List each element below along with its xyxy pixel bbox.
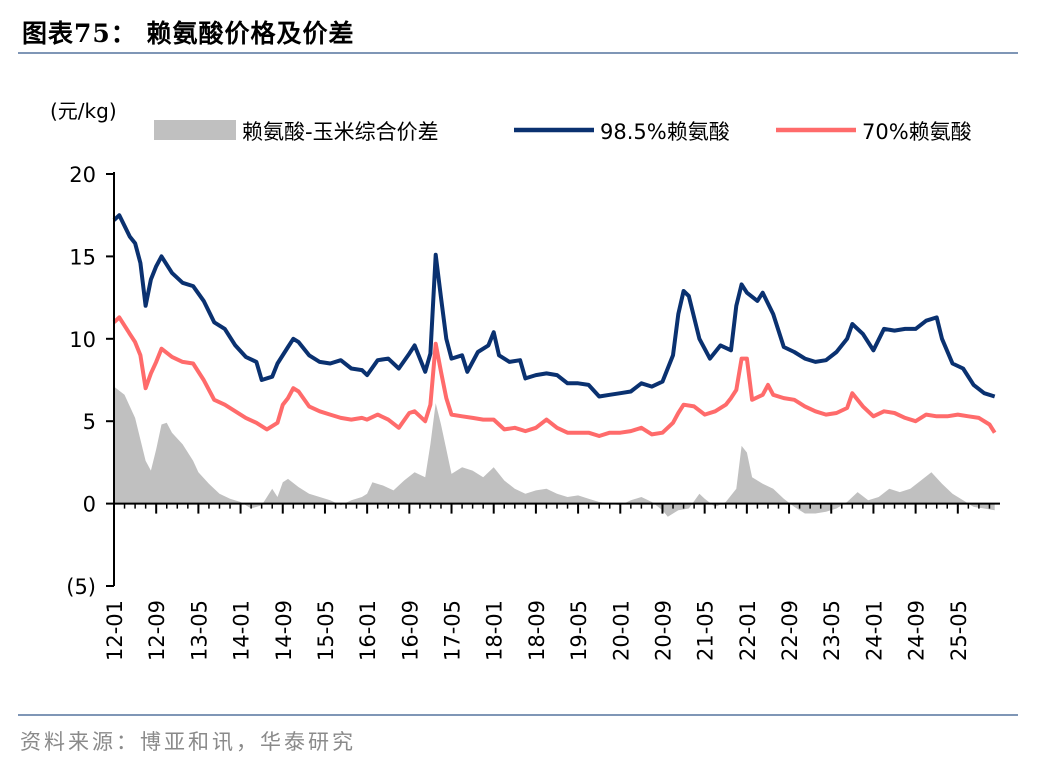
- x-tick-label: 22-09: [778, 600, 802, 661]
- x-tick-label: 16-09: [398, 600, 422, 661]
- y-tick-label: 0: [83, 493, 96, 517]
- source-note: 资料来源：博亚和讯，华泰研究: [20, 730, 356, 754]
- legend-lysine-70-label: 70%赖氨酸: [862, 120, 972, 144]
- x-tick-label: 19-05: [567, 600, 591, 661]
- x-tick-label: 22-01: [736, 600, 760, 661]
- y-tick-label: 15: [69, 245, 96, 269]
- x-tick-label: 24-01: [862, 600, 886, 661]
- bottom-rule: [18, 714, 1018, 716]
- x-tick-label: 24-09: [905, 600, 929, 661]
- x-tick-label: 18-09: [525, 600, 549, 661]
- series-line-lysine-70: [112, 315, 997, 438]
- x-tick-label: 13-05: [187, 600, 211, 661]
- x-tick-label: 14-09: [272, 600, 296, 661]
- axes-layer: 20 15 10 5 0 (5) 12-01 12-09 13-05 14-01 14-09 15-0…: [66, 163, 1000, 661]
- x-tick-label: 17-05: [441, 600, 465, 661]
- y-tick-label: 20: [69, 163, 96, 187]
- x-tick-label: 23-05: [820, 600, 844, 661]
- top-rule: [18, 52, 1018, 54]
- y-tick-label: (5): [66, 575, 96, 599]
- figure-title: 图表75： 赖氨酸价格及价差: [22, 19, 355, 48]
- x-tick-label: 14-01: [230, 600, 254, 661]
- x-tick-label: 20-01: [609, 600, 633, 661]
- legend: 赖氨酸-玉米综合价差 98.5%赖氨酸 70%赖氨酸: [154, 120, 972, 144]
- y-axis-label: (元/kg): [50, 99, 117, 123]
- legend-spread-label: 赖氨酸-玉米综合价差: [242, 120, 439, 144]
- legend-lysine-98-5-label: 98.5%赖氨酸: [600, 120, 730, 144]
- y-tick-label: 5: [83, 410, 96, 434]
- x-tick-label: 21-05: [694, 600, 718, 661]
- series-layer: [112, 213, 997, 517]
- x-tick-label: 20-09: [652, 600, 676, 661]
- x-tick-label: 18-01: [483, 600, 507, 661]
- series-line-lysine-98-5: [112, 213, 996, 399]
- x-tick-label: 16-01: [356, 600, 380, 661]
- x-tick-label: 12-01: [103, 600, 127, 661]
- x-tick-label: 12-09: [145, 600, 169, 661]
- y-tick-label: 10: [69, 328, 96, 352]
- legend-spread-swatch: [154, 120, 236, 140]
- x-tick-label: 25-05: [947, 600, 971, 661]
- x-tick-label: 15-05: [314, 600, 338, 661]
